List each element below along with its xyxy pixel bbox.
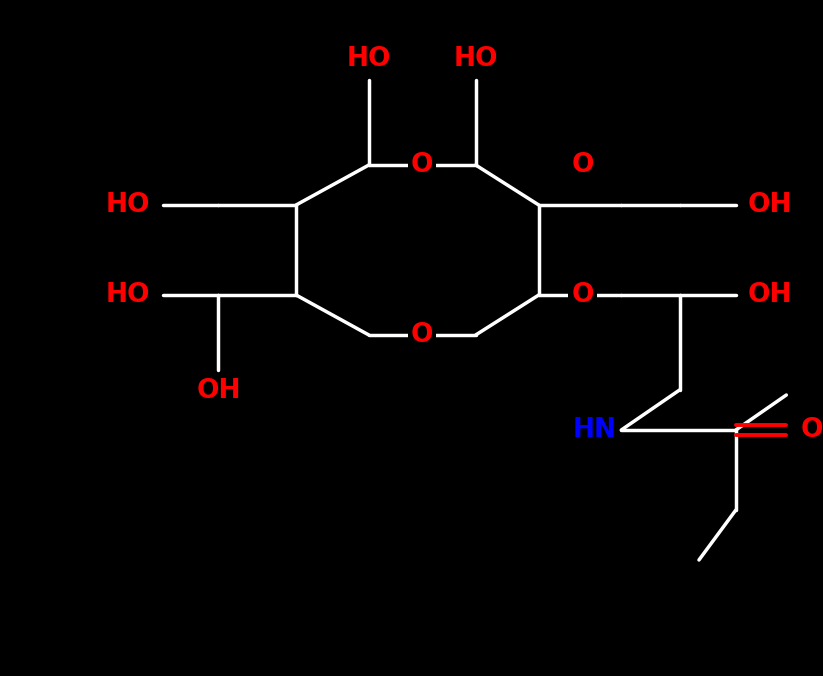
Text: OH: OH — [196, 378, 240, 404]
Text: HO: HO — [106, 192, 151, 218]
Text: OH: OH — [747, 192, 792, 218]
Text: O: O — [801, 417, 823, 443]
Text: O: O — [411, 152, 434, 178]
Text: OH: OH — [747, 282, 792, 308]
Text: O: O — [571, 152, 593, 178]
Text: HO: HO — [106, 282, 151, 308]
Text: O: O — [571, 282, 593, 308]
Text: HO: HO — [346, 46, 391, 72]
Text: HN: HN — [573, 417, 616, 443]
Text: HO: HO — [453, 46, 498, 72]
Text: O: O — [411, 322, 434, 348]
